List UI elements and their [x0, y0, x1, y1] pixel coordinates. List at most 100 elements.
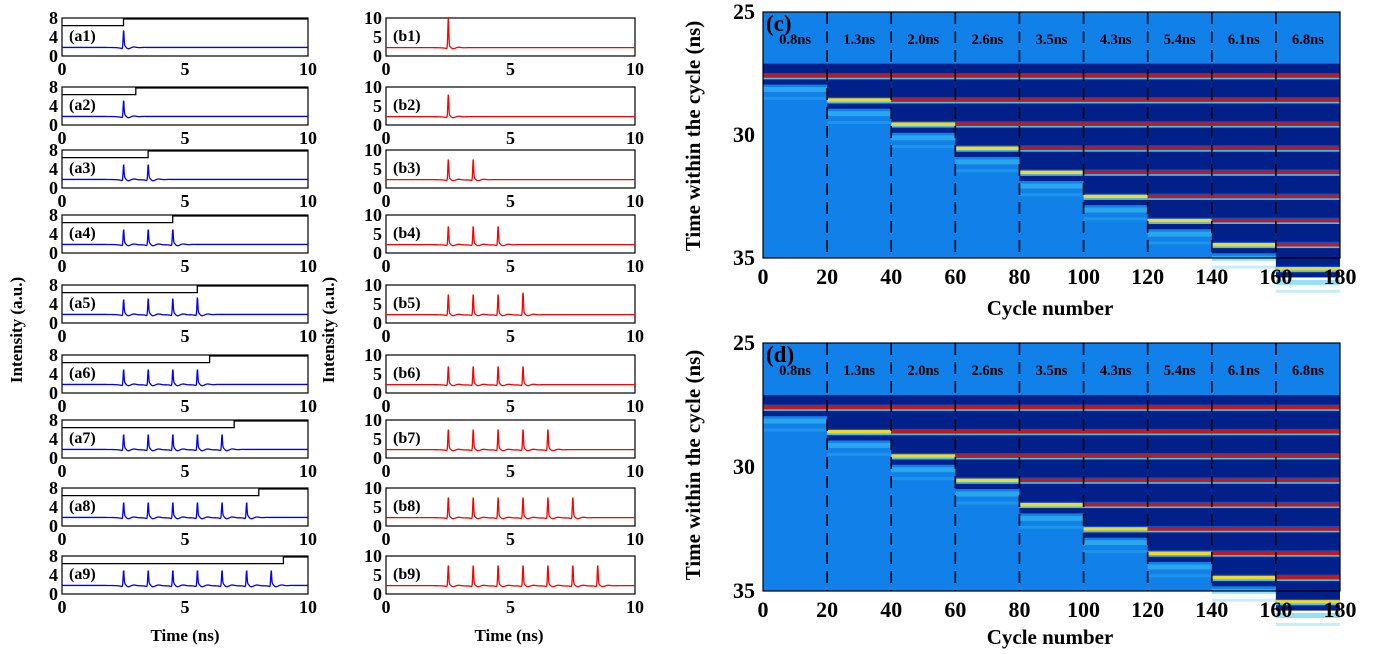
panel-label: (a3)	[69, 160, 96, 177]
x-tick-label: 140	[1195, 264, 1228, 289]
heatmap-cell	[1019, 454, 1084, 458]
heatmap-cell	[1275, 429, 1340, 434]
x-tick-label: 0	[382, 597, 391, 617]
heatmap-cell	[1083, 478, 1148, 483]
panel-label: (d)	[766, 342, 794, 367]
heatmap-cell	[891, 125, 956, 128]
heatmap-cell	[1083, 98, 1148, 102]
heatmap-cell	[1211, 579, 1276, 582]
x-tick-label: 0	[382, 396, 391, 416]
heatmap-cell	[827, 433, 892, 436]
panel-frame	[61, 17, 309, 57]
series-line	[62, 502, 308, 520]
heatmap-cell	[1147, 125, 1212, 128]
series-line	[386, 94, 635, 119]
heatmap-cell	[1083, 506, 1148, 509]
heatmap-cell	[1147, 482, 1212, 484]
x-tick-label: 20	[816, 264, 838, 289]
heatmap-cell	[1083, 174, 1148, 176]
y-tick-label: 4	[49, 27, 58, 47]
y-tick-label: 5	[373, 294, 382, 314]
y-tick-label: 5	[373, 159, 382, 179]
y-tick-label: 5	[373, 497, 382, 517]
panel-frame	[61, 284, 309, 324]
x-tick-label: 5	[181, 396, 190, 416]
x-tick-label: 0	[382, 256, 391, 276]
heatmap-cell	[1275, 98, 1340, 102]
heatmap-cell	[827, 98, 892, 102]
gate-line	[62, 18, 308, 27]
heatmap-cell	[955, 122, 1020, 126]
heatmap-cell	[1275, 218, 1340, 223]
heatmap-cell	[1211, 405, 1276, 410]
gate-line	[62, 488, 308, 497]
heatmap-cell	[1275, 433, 1340, 436]
series-line	[386, 17, 635, 50]
heatmap-cell	[1147, 478, 1212, 483]
heatmap-cell	[1275, 174, 1340, 176]
gate-line	[62, 150, 308, 159]
heatmap-cell	[1275, 101, 1340, 104]
y-tick-label: 0	[49, 115, 58, 135]
heatmap-cell	[827, 77, 892, 80]
x-tick-label: 0	[758, 597, 769, 622]
y-tick-label: 8	[49, 8, 58, 28]
heatmap-cell	[1275, 603, 1340, 606]
x-tick-label: 10	[626, 461, 644, 481]
gate-line	[62, 87, 308, 96]
panel-label: (b4)	[393, 225, 421, 242]
heatmap-cell	[1019, 429, 1084, 434]
heatmap-cell	[1083, 101, 1148, 104]
panel-label: (a4)	[69, 225, 96, 242]
heatmap-cell	[1147, 122, 1212, 126]
heatmap-cell	[1083, 146, 1148, 151]
series-line	[62, 369, 308, 387]
heatmap-cell	[1211, 457, 1276, 460]
heatmap-cell	[1147, 405, 1212, 410]
heatmap-cell	[1211, 506, 1276, 509]
heatmap-cell	[1083, 150, 1148, 152]
panel-frame	[385, 354, 636, 394]
y-tick-label: 8	[49, 205, 58, 225]
heatmap-cell	[1211, 63, 1276, 254]
series-line	[386, 429, 635, 452]
x-tick-label: 5	[181, 59, 190, 79]
x-tick-label: 5	[506, 529, 515, 549]
x-tick-label: 10	[299, 461, 317, 481]
y-tick-label: 4	[49, 224, 58, 244]
heatmap-cell	[1211, 194, 1276, 199]
panel-frame	[385, 284, 636, 324]
ylabel-d: Time within the cycle (ns)	[681, 350, 705, 581]
x-tick-label: 0	[58, 256, 67, 276]
heatmap-cell	[1083, 198, 1148, 200]
panel-frame	[61, 354, 309, 394]
x-tick-label: 5	[506, 461, 515, 481]
heatmap-cell	[1147, 506, 1212, 509]
y-tick-label: 8	[49, 478, 58, 498]
x-tick-label: 10	[299, 256, 317, 276]
x-tick-label: 10	[626, 128, 644, 148]
heatmap-cell	[1275, 246, 1340, 249]
y-tick-label: 4	[49, 294, 58, 314]
heatmap-cell	[1083, 429, 1148, 434]
segment-label: 4.3ns	[1100, 32, 1132, 48]
panel-frame	[385, 17, 636, 57]
y-tick-label: 0	[49, 178, 58, 198]
heatmap-cell	[1275, 600, 1340, 604]
x-tick-label: 80	[1008, 264, 1030, 289]
panel-label: (c)	[766, 11, 792, 36]
heatmap-cell	[1211, 170, 1276, 175]
y-tick-label: 30	[733, 122, 755, 147]
heatmap-cell	[1147, 231, 1212, 237]
x-tick-label: 0	[58, 326, 67, 346]
x-tick-label: 180	[1324, 264, 1357, 289]
heatmap-cell	[891, 74, 956, 78]
heatmap-cell	[1147, 74, 1212, 78]
heatmap-cell	[955, 146, 1020, 151]
